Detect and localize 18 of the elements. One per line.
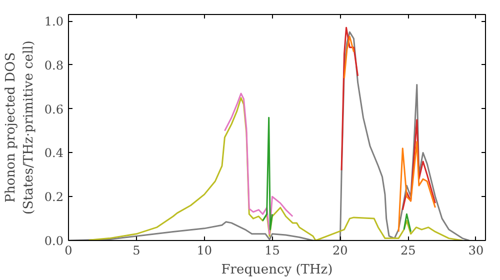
- x-tick-label: 20: [332, 244, 348, 258]
- x-tick-label: 10: [196, 244, 212, 258]
- x-tick-label: 30: [468, 244, 484, 258]
- y-tick-label: 0.2: [44, 190, 64, 204]
- y-tick-label: 1.0: [44, 14, 64, 29]
- y-tick-label: 0.8: [44, 58, 64, 72]
- x-tick-label: 5: [132, 244, 140, 258]
- y-tick-label: 0.6: [44, 102, 64, 116]
- line-series: [224, 92, 294, 235]
- x-axis-title: Frequency (THz): [221, 262, 333, 278]
- y-tick-label: 0.4: [44, 146, 64, 160]
- y-axis-title: Phonon projected DOS (States/THz·primitive cell): [3, 40, 36, 214]
- line-series: [88, 97, 464, 240]
- x-tick-label: 15: [264, 244, 280, 258]
- x-tick-label: 25: [400, 244, 416, 258]
- line-series: [68, 31, 470, 240]
- x-tick-label: 0: [64, 244, 72, 258]
- y-tick-label: 0.0: [44, 234, 64, 248]
